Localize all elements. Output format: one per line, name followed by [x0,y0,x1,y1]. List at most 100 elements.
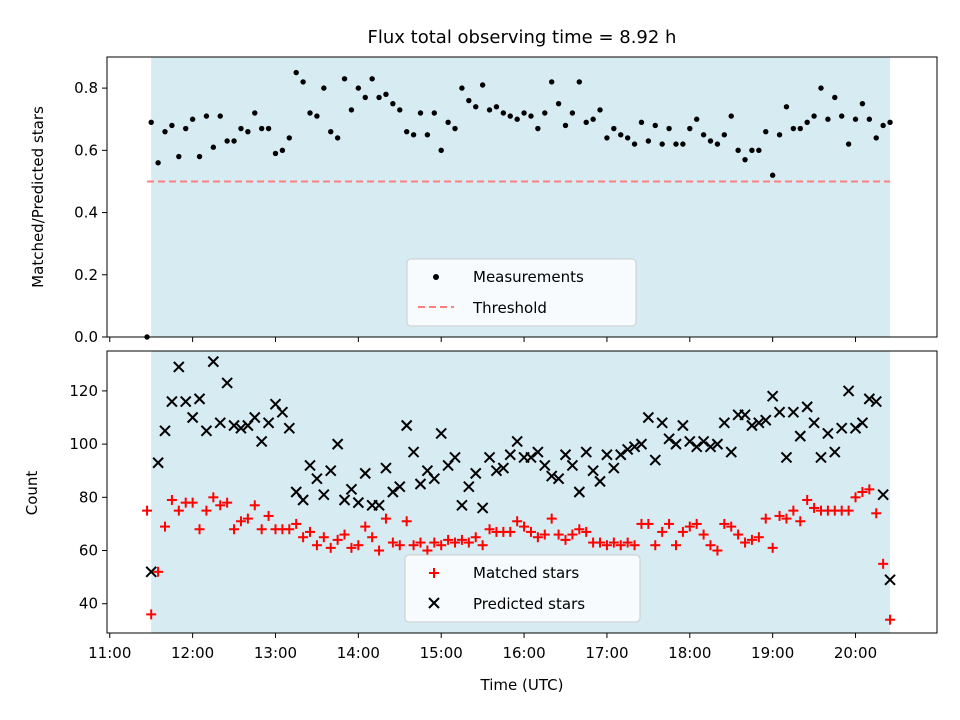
matched-star-point [291,518,302,529]
measurement-point [424,132,431,138]
matched-star-point [733,529,744,540]
measurement-point [804,119,810,126]
legend-marker-predicted [428,597,440,609]
measurement-point [790,125,797,132]
legend-marker-matched [429,568,439,578]
predicted-star-point [822,427,834,440]
matched-star-point [505,526,516,537]
measurement-point [597,107,603,113]
measurement-point [797,125,803,132]
measurement-point [583,119,589,126]
matched-star-point [346,542,357,553]
predicted-star-point [276,406,289,418]
measurement-point [645,138,652,144]
matched-star-point [256,524,267,535]
predicted-star-point [525,451,537,464]
matched-star-point [650,540,661,551]
bottom-y-axis-label: Count [23,471,41,516]
matched-star-point [450,537,461,548]
measurement-point [714,141,721,147]
matched-star-point [622,537,633,548]
matched-star-point [325,542,336,553]
predicted-star-point [870,395,882,408]
measurement-point [528,113,534,119]
predicted-star-point [829,446,841,458]
matched-star-point [746,534,757,545]
top-legend: Measurements Threshold [406,258,637,327]
matched-star-point [595,537,606,548]
measurement-point [562,122,569,129]
matched-star-point [802,494,813,505]
matched-star-point [781,513,792,524]
measurement-point [507,113,513,119]
predicted-star-point [456,499,468,512]
predicted-star-point [615,449,627,461]
matched-star-point [878,558,889,569]
bottom-x-axis: 11:00 12:00 13:00 14:00 15:00 16:00 17:00 18:00… [88,633,877,662]
matched-star-point [560,534,571,545]
predicted-star-point [387,486,399,498]
matched-star-point [229,524,240,535]
x-tick-label: 11:00 [88,644,131,662]
x-tick-label: 16:00 [502,644,545,662]
measurement-point [334,135,341,141]
matched-star-point [691,518,702,529]
predicted-star-point [670,438,682,450]
matched-star-point [629,540,640,551]
matched-star-point [436,540,447,551]
predicted-star-point [601,449,613,461]
matched-star-point [546,513,557,524]
predicted-star-point [159,425,171,437]
measurement-point [293,69,299,76]
matched-star-point [726,521,737,532]
matched-star-point [484,524,495,535]
matched-star-point [353,540,364,551]
predicted-star-point [207,355,220,368]
predicted-star-point [780,451,793,464]
measurement-point [183,125,189,132]
predicted-star-point [400,419,413,432]
matched-star-point [698,529,709,540]
predicted-star-point [539,459,551,472]
predicted-star-point [863,393,876,405]
matched-star-point [194,524,205,535]
x-tick-label: 15:00 [420,644,463,662]
measurement-point [514,116,520,122]
measurement-point [604,135,610,141]
matched-star-point [670,540,681,551]
predicted-star-point [180,395,192,408]
matched-star-point [387,537,398,548]
predicted-star-point [235,422,247,434]
predicted-star-point [842,385,855,397]
matched-star-point [242,513,253,524]
measurement-point [535,125,541,132]
predicted-star-point [815,451,827,464]
matched-star-point [512,516,523,527]
predicted-star-point [877,488,889,501]
measurement-point [776,132,783,138]
matched-star-point [753,532,764,543]
predicted-star-point [711,438,724,450]
predicted-star-point [787,406,800,418]
measurement-point [839,113,845,119]
measurement-point [859,100,866,107]
measurement-point [369,76,375,82]
predicted-star-point [697,435,710,448]
predicted-star-point [849,422,862,434]
measurement-point [148,119,154,126]
matched-star-point [201,505,212,516]
measurement-point [825,116,831,122]
predicted-star-point [801,401,813,413]
matched-star-point [160,521,171,532]
measurement-point [341,76,348,82]
predicted-star-point [435,427,447,440]
matched-star-point [567,529,578,540]
measurement-point [300,79,306,85]
predicted-star-point [856,417,869,429]
matched-star-point [767,542,778,553]
legend-marker-measurements [433,274,439,280]
matched-star-point [885,614,896,625]
matched-star-point [774,510,785,521]
predicted-star-point [449,451,461,464]
measurement-point [245,128,251,135]
